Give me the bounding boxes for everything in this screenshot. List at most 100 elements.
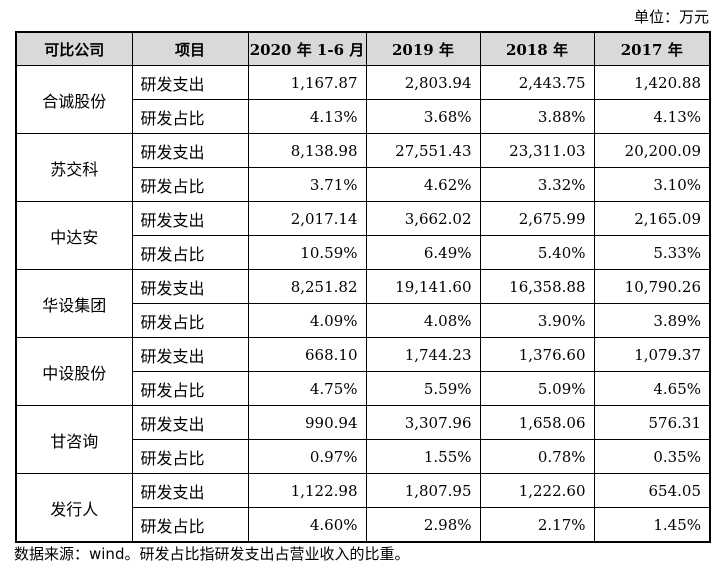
- value-cell: 3,307.96: [365, 405, 481, 440]
- company-name: 中达安: [15, 201, 133, 270]
- value-cell: 4.13%: [593, 99, 711, 134]
- item-label: 研发支出: [131, 133, 249, 168]
- header-2017: 2017 年: [593, 31, 711, 66]
- footnote: 数据来源：wind。研发占比指研发支出占营业收入的比重。: [14, 545, 410, 563]
- value-cell: 4.75%: [247, 371, 367, 406]
- item-label: 研发占比: [131, 439, 249, 474]
- item-label: 研发占比: [131, 371, 249, 406]
- value-cell: 5.59%: [365, 371, 481, 406]
- header-2020h1: 2020 年 1-6 月: [247, 31, 367, 66]
- value-cell: 4.65%: [593, 371, 711, 406]
- item-label: 研发占比: [131, 99, 249, 134]
- value-cell: 10,790.26: [593, 269, 711, 304]
- table-body: 合诚股份 研发支出 1,167.87 2,803.94 2,443.75 1,420.88…: [15, 65, 711, 543]
- table-row: 研发占比 10.59% 6.49% 5.40% 5.33%: [16, 235, 711, 270]
- table-row: 中设股份 研发支出 668.10 1,744.23 1,376.60 1,079.37: [15, 337, 711, 406]
- value-cell: 3.89%: [593, 303, 711, 338]
- value-cell: 1,420.88: [593, 65, 711, 100]
- value-cell: 0.78%: [479, 439, 595, 474]
- table-row: 中达安 研发支出 2,017.14 3,662.02 2,675.99 2,165.09: [15, 201, 711, 270]
- header-company: 可比公司: [15, 31, 133, 66]
- value-cell: 1.45%: [593, 507, 711, 543]
- company-name: 苏交科: [15, 133, 133, 202]
- value-cell: 19,141.60: [365, 269, 481, 304]
- value-cell: 1,658.06: [479, 405, 595, 440]
- value-cell: 0.35%: [593, 439, 711, 474]
- item-label: 研发支出: [131, 201, 249, 236]
- value-cell: 16,358.88: [479, 269, 595, 304]
- table-row: 发行人 研发支出 1,122.98 1,807.95 1,222.60 654.05: [15, 473, 711, 543]
- value-cell: 654.05: [593, 473, 711, 508]
- value-cell: 23,311.03: [479, 133, 595, 168]
- value-cell: 3.71%: [247, 167, 367, 202]
- item-label: 研发支出: [131, 473, 249, 508]
- value-cell: 1,807.95: [365, 473, 481, 508]
- value-cell: 1.55%: [365, 439, 481, 474]
- value-cell: 1,079.37: [593, 337, 711, 372]
- value-cell: 3,662.02: [365, 201, 481, 236]
- value-cell: 2,165.09: [593, 201, 711, 236]
- item-label: 研发占比: [131, 303, 249, 338]
- table-header-row: 可比公司 项目 2020 年 1-6 月 2019 年 2018 年 2017 …: [15, 31, 711, 66]
- value-cell: 4.60%: [247, 507, 367, 543]
- company-name: 合诚股份: [15, 65, 133, 134]
- value-cell: 2,675.99: [479, 201, 595, 236]
- value-cell: 3.68%: [365, 99, 481, 134]
- item-label: 研发占比: [131, 167, 249, 202]
- table-row: 研发占比 4.75% 5.59% 5.09% 4.65%: [16, 371, 711, 406]
- value-cell: 3.10%: [593, 167, 711, 202]
- value-cell: 20,200.09: [593, 133, 711, 168]
- value-cell: 1,376.60: [479, 337, 595, 372]
- table-row: 华设集团 研发支出 8,251.82 19,141.60 16,358.88 10,790…: [15, 269, 711, 338]
- value-cell: 8,251.82: [247, 269, 367, 304]
- table-row: 研发占比 4.09% 4.08% 3.90% 3.89%: [16, 303, 711, 338]
- header-2018: 2018 年: [479, 31, 595, 66]
- value-cell: 5.40%: [479, 235, 595, 270]
- company-name: 甘咨询: [15, 405, 133, 474]
- value-cell: 3.32%: [479, 167, 595, 202]
- value-cell: 10.59%: [247, 235, 367, 270]
- table-row: 合诚股份 研发支出 1,167.87 2,803.94 2,443.75 1,420.88: [15, 65, 711, 134]
- value-cell: 2.17%: [479, 507, 595, 543]
- table-row: 研发占比 4.60% 2.98% 2.17% 1.45%: [16, 507, 711, 543]
- value-cell: 4.13%: [247, 99, 367, 134]
- item-label: 研发支出: [131, 269, 249, 304]
- value-cell: 0.97%: [247, 439, 367, 474]
- table-row: 苏交科 研发支出 8,138.98 27,551.43 23,311.03 20,200.…: [15, 133, 711, 202]
- value-cell: 6.49%: [365, 235, 481, 270]
- table-row: 甘咨询 研发支出 990.94 3,307.96 1,658.06 576.31: [15, 405, 711, 474]
- value-cell: 1,744.23: [365, 337, 481, 372]
- value-cell: 1,122.98: [247, 473, 367, 508]
- value-cell: 4.62%: [365, 167, 481, 202]
- value-cell: 4.08%: [365, 303, 481, 338]
- header-item: 项目: [131, 31, 249, 66]
- value-cell: 668.10: [247, 337, 367, 372]
- company-name: 华设集团: [15, 269, 133, 338]
- header-2019: 2019 年: [365, 31, 481, 66]
- item-label: 研发占比: [131, 235, 249, 270]
- value-cell: 1,222.60: [479, 473, 595, 508]
- table-row: 研发占比 0.97% 1.55% 0.78% 0.35%: [16, 439, 711, 474]
- comparison-table: 可比公司 项目 2020 年 1-6 月 2019 年 2018 年 2017 …: [15, 31, 711, 543]
- value-cell: 2,803.94: [365, 65, 481, 100]
- value-cell: 1,167.87: [247, 65, 367, 100]
- value-cell: 2,443.75: [479, 65, 595, 100]
- company-name: 发行人: [15, 473, 133, 543]
- item-label: 研发支出: [131, 405, 249, 440]
- company-name: 中设股份: [15, 337, 133, 406]
- value-cell: 3.90%: [479, 303, 595, 338]
- value-cell: 8,138.98: [247, 133, 367, 168]
- item-label: 研发支出: [131, 337, 249, 372]
- value-cell: 990.94: [247, 405, 367, 440]
- value-cell: 2,017.14: [247, 201, 367, 236]
- table-row: 研发占比 4.13% 3.68% 3.88% 4.13%: [16, 99, 711, 134]
- value-cell: 5.09%: [479, 371, 595, 406]
- item-label: 研发占比: [131, 507, 249, 543]
- value-cell: 5.33%: [593, 235, 711, 270]
- table-row: 研发占比 3.71% 4.62% 3.32% 3.10%: [16, 167, 711, 202]
- value-cell: 576.31: [593, 405, 711, 440]
- item-label: 研发支出: [131, 65, 249, 100]
- value-cell: 2.98%: [365, 507, 481, 543]
- value-cell: 3.88%: [479, 99, 595, 134]
- value-cell: 27,551.43: [365, 133, 481, 168]
